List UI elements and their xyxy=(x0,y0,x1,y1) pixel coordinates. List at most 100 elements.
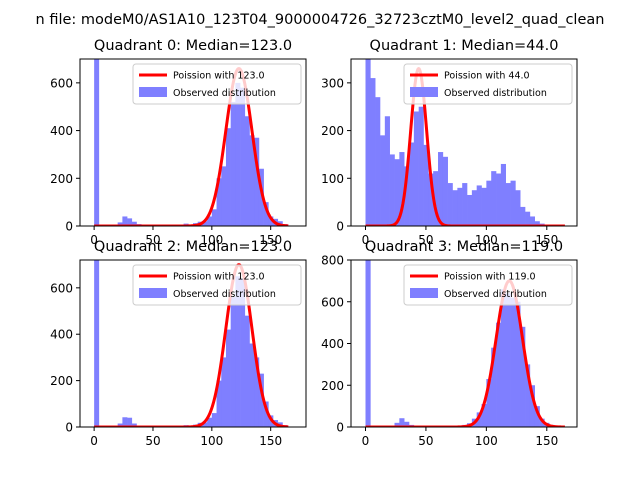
y-tick-label: 200 xyxy=(321,124,344,138)
hist-bar xyxy=(207,417,213,427)
hist-bar xyxy=(520,326,526,427)
legend-hist-swatch xyxy=(410,87,438,97)
hist-bar xyxy=(268,216,274,226)
subplot-0: 0 50 100 150 0 200 400 600 Quadrant 0: Median=12… xyxy=(50,38,307,247)
hist-bar xyxy=(254,137,260,226)
hist-bar xyxy=(486,378,492,427)
hist-bar xyxy=(263,202,269,226)
y-tick-label: 600 xyxy=(50,76,73,90)
hist-bar xyxy=(211,209,217,226)
hist-bar xyxy=(240,87,246,226)
hist-bar xyxy=(491,171,497,226)
hist-bar xyxy=(529,216,535,226)
hist-bar xyxy=(413,111,419,226)
x-tick-label: 150 xyxy=(535,434,558,448)
x-tick-label: 50 xyxy=(418,434,433,448)
hist-bar xyxy=(423,144,429,226)
y-tick-label: 0 xyxy=(65,421,73,435)
x-tick-label: 100 xyxy=(475,233,498,247)
hist-bar xyxy=(399,152,405,226)
x-tick-label: 150 xyxy=(259,233,282,247)
y-tick-label: 0 xyxy=(336,220,344,234)
hist-bar xyxy=(365,260,371,427)
hist-bar xyxy=(249,135,255,226)
hist-bar xyxy=(505,183,511,226)
hist-bar xyxy=(404,166,410,226)
legend-label-fit: Poission with 44.0 xyxy=(444,71,530,82)
hist-bar xyxy=(230,297,236,427)
hist-bar xyxy=(211,413,217,427)
y-tick-label: 600 xyxy=(50,281,73,295)
poisson-fit-line xyxy=(364,67,566,226)
hist-bar xyxy=(457,187,463,226)
hist-bar xyxy=(529,385,535,427)
hist-bar xyxy=(221,357,227,427)
legend-box xyxy=(403,63,573,105)
hist-bar xyxy=(409,142,415,226)
hist-bar xyxy=(486,180,492,226)
plot-area xyxy=(364,260,566,427)
legend-label-fit: Poission with 123.0 xyxy=(173,272,265,283)
hist-bar xyxy=(481,404,487,427)
hist-bar xyxy=(525,211,531,226)
y-tick-label: 0 xyxy=(336,421,344,435)
hist-bar xyxy=(127,417,133,427)
y-tick-label: 800 xyxy=(321,254,344,268)
axes-frame xyxy=(350,58,578,227)
hist-bar xyxy=(394,159,400,226)
hist-bar xyxy=(428,173,434,226)
hist-bar xyxy=(525,364,531,427)
hist-bar xyxy=(225,329,231,427)
hist-bar xyxy=(452,190,458,226)
legend-hist-swatch xyxy=(139,87,167,97)
hist-bar xyxy=(263,401,269,427)
hist-bar xyxy=(481,187,487,226)
legend-box xyxy=(132,264,302,306)
hist-bar xyxy=(467,194,473,226)
hist-bar xyxy=(534,406,540,427)
legend-label-observed: Observed distribution xyxy=(444,88,547,99)
figure-suptitle: n file: modeM0/AS1A10_123T04_9000004726_… xyxy=(36,12,605,28)
hist-bar xyxy=(240,278,246,427)
x-tick-label: 0 xyxy=(362,434,370,448)
hist-bar xyxy=(515,190,521,226)
hist-bar xyxy=(258,168,264,226)
subplot-title: Quadrant 2: Median=123.0 xyxy=(94,239,292,255)
hist-bar xyxy=(221,166,227,226)
x-tick-label: 0 xyxy=(90,233,98,247)
legend-box xyxy=(403,264,573,306)
legend-box xyxy=(132,63,302,105)
hist-bar xyxy=(496,173,502,226)
hist-bar xyxy=(520,206,526,226)
hist-bar xyxy=(216,380,222,427)
y-tick-label: 100 xyxy=(321,172,344,186)
x-tick-label: 100 xyxy=(475,434,498,448)
y-tick-label: 600 xyxy=(321,295,344,309)
hist-bar xyxy=(202,422,208,427)
hist-bar xyxy=(365,59,371,226)
hist-bar xyxy=(244,116,250,226)
hist-bar xyxy=(471,190,477,226)
hist-bar xyxy=(505,293,511,427)
hist-bar xyxy=(244,315,250,427)
hist-bar xyxy=(122,417,128,427)
x-tick-label: 50 xyxy=(145,434,160,448)
hist-bar xyxy=(534,221,540,226)
x-tick-label: 100 xyxy=(200,434,223,448)
x-tick-label: 150 xyxy=(259,434,282,448)
panels: 0 50 100 150 0 200 400 600 Quadrant 0: Median=12… xyxy=(50,38,578,448)
hist-bar xyxy=(258,373,264,427)
hist-bar xyxy=(476,412,482,427)
hist-bar xyxy=(370,78,376,226)
subplot-title: Quadrant 3: Median=119.0 xyxy=(365,239,563,255)
y-tick-label: 400 xyxy=(50,124,73,138)
hist-bar xyxy=(389,154,395,226)
hist-bar xyxy=(235,276,241,427)
x-tick-label: 50 xyxy=(418,233,433,247)
legend-hist-swatch xyxy=(139,288,167,298)
subplot-3: 0 50 100 150 0 200 400 600 800 Quadrant 3: Median… xyxy=(321,239,578,448)
legend-hist-swatch xyxy=(410,288,438,298)
hist-bar xyxy=(496,322,502,427)
y-tick-label: 200 xyxy=(321,379,344,393)
